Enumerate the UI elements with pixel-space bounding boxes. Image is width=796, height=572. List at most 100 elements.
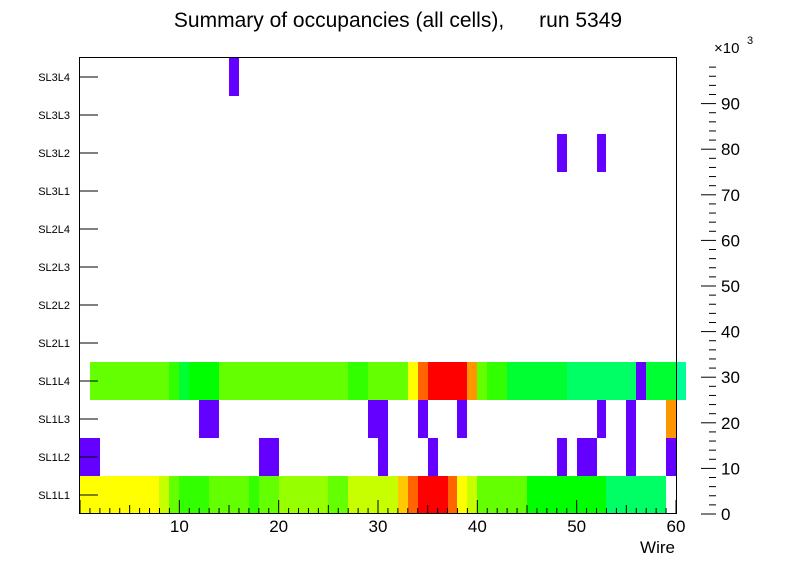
y-axis: SL1L1 SL1L2 SL1L3 SL1L4 SL2L1 SL2L2 SL2L3 SL2L4… — [38, 72, 98, 502]
heatmap-cell — [418, 400, 428, 438]
heatmap-cell — [497, 476, 507, 514]
y-tick-label: SL3L4 — [38, 72, 70, 84]
y-tick-label: SL3L1 — [38, 186, 70, 198]
heatmap-cell — [338, 476, 348, 514]
heatmap-cell — [606, 362, 616, 400]
heatmap-cell — [120, 362, 130, 400]
heatmap-cell — [636, 362, 646, 400]
heatmap-cell — [209, 400, 219, 438]
heatmap-cell — [457, 362, 467, 400]
color-scale-tick-label: 60 — [721, 231, 740, 250]
heatmap-cell — [140, 476, 150, 514]
heatmap-cell — [567, 362, 577, 400]
heatmap-cell — [457, 476, 467, 514]
heatmap-cell — [666, 400, 676, 438]
heatmap-cell — [159, 362, 169, 400]
heatmap-cell — [269, 476, 279, 514]
heatmap-cell — [378, 476, 388, 514]
y-tick-label: SL2L4 — [38, 224, 70, 236]
heatmap-cell — [467, 476, 477, 514]
color-scale-tick-label: 30 — [721, 368, 740, 387]
heatmap-cell — [388, 476, 398, 514]
y-tick-label: SL1L2 — [38, 452, 70, 464]
y-tick-label: SL3L3 — [38, 110, 70, 122]
x-tick-label: 50 — [567, 517, 586, 536]
heatmap-cell — [557, 134, 567, 172]
x-tick-label: 40 — [468, 517, 487, 536]
y-tick-label: SL1L3 — [38, 414, 70, 426]
color-scale-tick-label: 70 — [721, 186, 740, 205]
heatmap-cell — [606, 476, 616, 514]
heatmap-cell — [338, 362, 348, 400]
heatmap-cell — [626, 476, 636, 514]
x-tick-label: 60 — [667, 517, 686, 536]
y-tick-label: SL2L3 — [38, 262, 70, 274]
heatmap-cell — [398, 362, 408, 400]
heatmap-cell — [130, 362, 140, 400]
heatmap-cell — [448, 362, 457, 400]
heatmap-cell — [497, 362, 507, 400]
heatmap-cell — [269, 362, 279, 400]
heatmap-cell — [557, 476, 567, 514]
heatmap-cell — [229, 476, 239, 514]
x-axis-label: Wire — [640, 538, 675, 557]
heatmap-cell — [328, 362, 338, 400]
y-tick-label: SL2L1 — [38, 338, 70, 350]
heatmap-cell — [140, 362, 150, 400]
heatmap-cell — [289, 362, 299, 400]
color-scale-exponent-power: 3 — [747, 35, 753, 47]
heatmap-cell — [229, 58, 239, 96]
heatmap-cell — [179, 476, 189, 514]
heatmap-cell — [219, 362, 229, 400]
heatmap-cell — [269, 438, 279, 476]
heatmap-cell — [487, 362, 497, 400]
heatmap-cell — [318, 362, 328, 400]
heatmap-cell — [199, 476, 209, 514]
heatmap-cell — [199, 400, 209, 438]
heatmap-cell — [398, 476, 408, 514]
heatmap-cell — [110, 476, 120, 514]
heatmap-cell — [189, 476, 199, 514]
heatmap-cell — [597, 134, 606, 172]
heatmap-cell — [676, 362, 686, 400]
heatmap-cell — [448, 476, 457, 514]
heatmap-cell — [517, 362, 527, 400]
heatmap-cell — [299, 476, 308, 514]
heatmap-cell — [507, 362, 517, 400]
heatmap-cell — [646, 476, 656, 514]
heatmap-cell — [457, 400, 467, 438]
heatmap-cell — [150, 362, 159, 400]
x-tick-label: 10 — [170, 517, 189, 536]
y-tick-label: SL1L4 — [38, 376, 70, 388]
heatmap-cell — [378, 362, 388, 400]
heatmap-cell — [179, 362, 189, 400]
heatmap-cell — [348, 476, 358, 514]
color-scale-exponent: ×10 — [714, 40, 739, 57]
heatmap-cell — [487, 476, 497, 514]
heatmap-cell — [259, 476, 269, 514]
heatmap-cell — [239, 476, 249, 514]
heatmap-cell — [597, 400, 606, 438]
heatmap-cell — [577, 476, 587, 514]
y-tick-label: SL1L1 — [38, 490, 70, 502]
heatmap-cell — [150, 476, 159, 514]
heatmap-cell — [189, 362, 199, 400]
heatmap-cell — [209, 362, 219, 400]
heatmap-cell — [308, 362, 318, 400]
heatmap-cell — [130, 476, 140, 514]
heatmap-cell — [507, 476, 517, 514]
heatmap-cell — [567, 476, 577, 514]
color-scale-tick-label: 20 — [721, 414, 740, 433]
heatmap-cell — [249, 362, 259, 400]
heatmap-cell — [666, 362, 676, 400]
heatmap-cell — [626, 362, 636, 400]
color-scale: 0 10 20 30 40 50 60 70 80 90 ×10 3 — [701, 35, 753, 524]
heatmap-cell — [646, 362, 656, 400]
heatmap-cell — [100, 476, 110, 514]
heatmap-cell — [626, 438, 636, 476]
heatmap-cell — [368, 362, 378, 400]
heatmap-cell — [597, 362, 606, 400]
heatmap-cell — [656, 476, 666, 514]
heatmap-cell — [597, 476, 606, 514]
heatmap-cell — [388, 362, 398, 400]
